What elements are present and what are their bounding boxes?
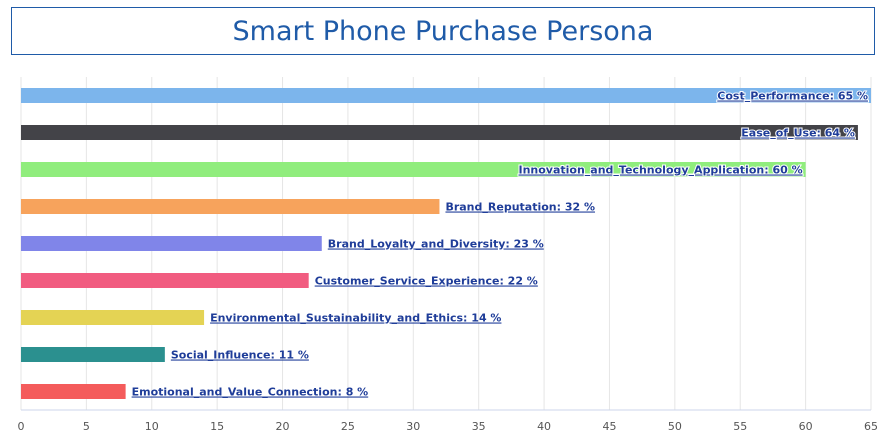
data-label: Customer_Service_Experience: 22 %: [315, 275, 538, 288]
data-label: Ease_of_Use: 64 %: [741, 127, 855, 140]
data-label: Brand_Loyalty_and_Diversity: 23 %: [328, 238, 544, 251]
x-tick-label: 15: [210, 420, 224, 433]
x-tick-label: 30: [406, 420, 420, 433]
bar-ease-of-use: [21, 125, 858, 140]
chart-title-box: Smart Phone Purchase Persona: [11, 7, 875, 55]
bar-social-influence: [21, 347, 165, 362]
x-tick-label: 35: [472, 420, 486, 433]
x-tick-label: 5: [83, 420, 90, 433]
data-label: Emotional_and_Value_Connection: 8 %: [132, 386, 369, 399]
data-label: Innovation_and_Technology_Application: 6…: [518, 164, 802, 177]
bar-environmental-sustainability-and-ethics: [21, 310, 205, 325]
data-label: Cost_Performance: 65 %: [717, 90, 868, 103]
data-label: Environmental_Sustainability_and_Ethics:…: [210, 312, 501, 325]
x-tick-label: 50: [668, 420, 682, 433]
data-label: Social_Influence: 11 %: [171, 349, 309, 362]
bar-customer-service-experience: [21, 273, 309, 288]
x-tick-label: 10: [145, 420, 159, 433]
x-tick-label: 65: [864, 420, 878, 433]
x-tick-label: 45: [602, 420, 616, 433]
x-tick-label: 0: [18, 420, 25, 433]
x-tick-label: 55: [733, 420, 747, 433]
x-tick-label: 40: [537, 420, 551, 433]
bar-innovation-and-technology-application: [21, 162, 806, 177]
x-tick-label: 20: [276, 420, 290, 433]
x-tick-label: 60: [799, 420, 813, 433]
data-label: Brand_Reputation: 32 %: [445, 201, 595, 214]
bar-brand-loyalty-and-diversity: [21, 236, 322, 251]
bar-cost-performance: [21, 88, 871, 103]
x-tick-label: 25: [341, 420, 355, 433]
bar-brand-reputation: [21, 199, 440, 214]
chart-title: Smart Phone Purchase Persona: [232, 15, 654, 47]
bar-emotional-and-value-connection: [21, 384, 126, 399]
